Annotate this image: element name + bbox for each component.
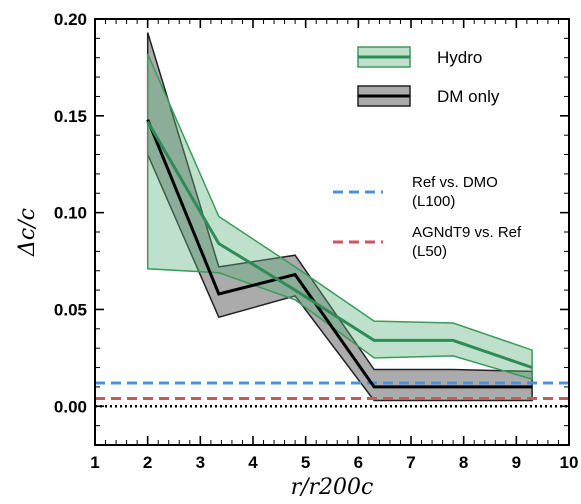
x-tick-label: 3 <box>196 453 205 472</box>
x-tick-label: 4 <box>248 453 258 472</box>
band-hydro <box>146 53 533 381</box>
legend-label: Hydro <box>437 48 482 67</box>
legend-label: DM only <box>437 87 500 106</box>
x-tick-label: 9 <box>512 453 521 472</box>
annotation-label: (L100) <box>412 193 455 210</box>
x-tick-label: 5 <box>301 453 310 472</box>
y-tick-label: 0.15 <box>54 107 87 126</box>
x-tick-label: 2 <box>143 453 152 472</box>
reference-annotations: Ref vs. DMO (L100) AGNdT9 vs. Ref (L50) <box>333 174 522 260</box>
annotation-label: Ref vs. DMO <box>412 174 498 191</box>
axis-labels: r/r200c Δc/c <box>15 208 373 500</box>
legend: Hydro DM only <box>357 46 500 107</box>
axes: 1 2 3 4 5 6 7 8 9 10 0.00 0.05 0.10 0.15 0.20 <box>54 10 579 472</box>
y-tick-label: 0.00 <box>54 397 87 416</box>
x-tick-label: 8 <box>459 453 468 472</box>
reference-lines <box>95 381 569 408</box>
series-line-hydro <box>146 120 533 369</box>
annotation-label: (L50) <box>412 243 447 260</box>
confidence-bands <box>146 32 533 402</box>
y-tick-label: 0.20 <box>54 10 87 29</box>
annotation-label: AGNdT9 vs. Ref <box>412 224 522 241</box>
x-tick-label: 10 <box>560 453 579 472</box>
y-axis-label: Δc/c <box>15 208 40 257</box>
band-dm-only <box>146 32 533 402</box>
x-tick-label: 7 <box>406 453 415 472</box>
series-lines <box>146 119 533 389</box>
x-axis-label: r/r200c <box>291 475 374 500</box>
y-tick-label: 0.10 <box>54 204 87 223</box>
y-tick-label: 0.05 <box>54 300 87 319</box>
series-line-dm-only <box>146 119 533 389</box>
x-tick-label: 6 <box>354 453 363 472</box>
x-tick-label: 1 <box>90 453 99 472</box>
